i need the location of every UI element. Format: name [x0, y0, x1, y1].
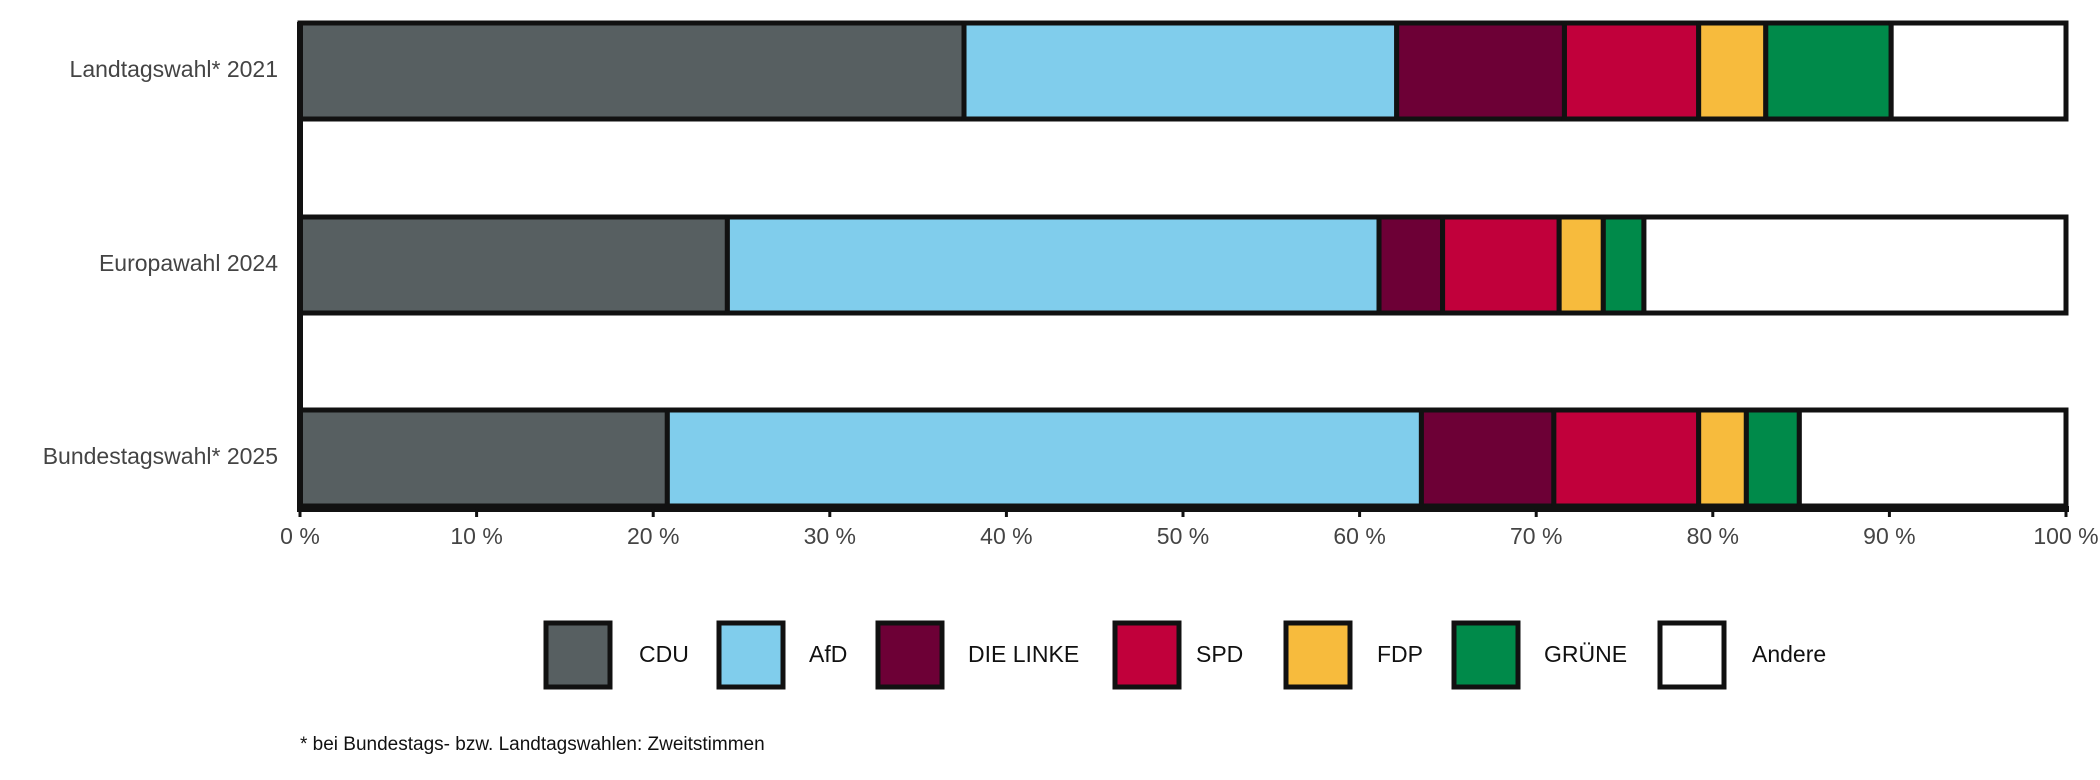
- y-tick-label: Landtagswahl* 2021: [70, 56, 278, 82]
- legend-swatch: [1112, 620, 1182, 690]
- bar-segment: [297, 20, 967, 122]
- bar-segment: [1641, 214, 2069, 316]
- x-tick-label: 20 %: [627, 523, 679, 549]
- legend-label: FDP: [1377, 641, 1423, 667]
- legend-label: Andere: [1752, 641, 1826, 667]
- bar-segment: [1394, 20, 1567, 122]
- legend-label: CDU: [639, 641, 689, 667]
- bar-segment: [664, 407, 1424, 509]
- legend-label: GRÜNE: [1544, 641, 1627, 667]
- bar-segment: [297, 407, 670, 509]
- legend-swatch: [543, 620, 613, 690]
- bar-segment: [961, 20, 1400, 122]
- legend-label: DIE LINKE: [968, 641, 1079, 667]
- x-tick-label: 40 %: [980, 523, 1032, 549]
- x-tick-label: 0 %: [280, 523, 320, 549]
- legend-swatch: [1451, 620, 1521, 690]
- bar-segment: [1551, 407, 1702, 509]
- y-tick-label: Bundestagswahl* 2025: [43, 443, 278, 469]
- bar-segment: [1376, 214, 1446, 316]
- x-tick-label: 100 %: [2033, 523, 2098, 549]
- x-tick-label: 30 %: [804, 523, 856, 549]
- x-tick-label: 90 %: [1863, 523, 1915, 549]
- bar-segment: [1763, 20, 1894, 122]
- bar-segment: [1440, 214, 1562, 316]
- legend-label: AfD: [809, 641, 847, 667]
- bar-segment: [1696, 407, 1749, 509]
- bar-segment: [724, 214, 1382, 316]
- legend-label: SPD: [1196, 641, 1243, 667]
- legend-swatch: [1657, 620, 1727, 690]
- bar-segment: [1743, 407, 1802, 509]
- bar-segment: [1418, 407, 1557, 509]
- legend-swatch: [875, 620, 945, 690]
- x-tick-label: 50 %: [1157, 523, 1209, 549]
- y-tick-label: Europawahl 2024: [99, 250, 278, 276]
- x-tick-label: 10 %: [450, 523, 502, 549]
- bar-segment: [1556, 214, 1606, 316]
- bar-segment: [1600, 214, 1647, 316]
- bar-segment: [297, 214, 730, 316]
- x-tick-label: 80 %: [1687, 523, 1739, 549]
- footnote: * bei Bundestags- bzw. Landtagswahlen: Z…: [300, 734, 765, 755]
- legend-swatch: [716, 620, 786, 690]
- legend-swatch: [1283, 620, 1353, 690]
- x-tick-label: 60 %: [1333, 523, 1385, 549]
- bar-segment: [1888, 20, 2069, 122]
- bar-segment: [1696, 20, 1769, 122]
- bar-segment: [1796, 407, 2069, 509]
- bar-segment: [1561, 20, 1702, 122]
- x-tick-label: 70 %: [1510, 523, 1562, 549]
